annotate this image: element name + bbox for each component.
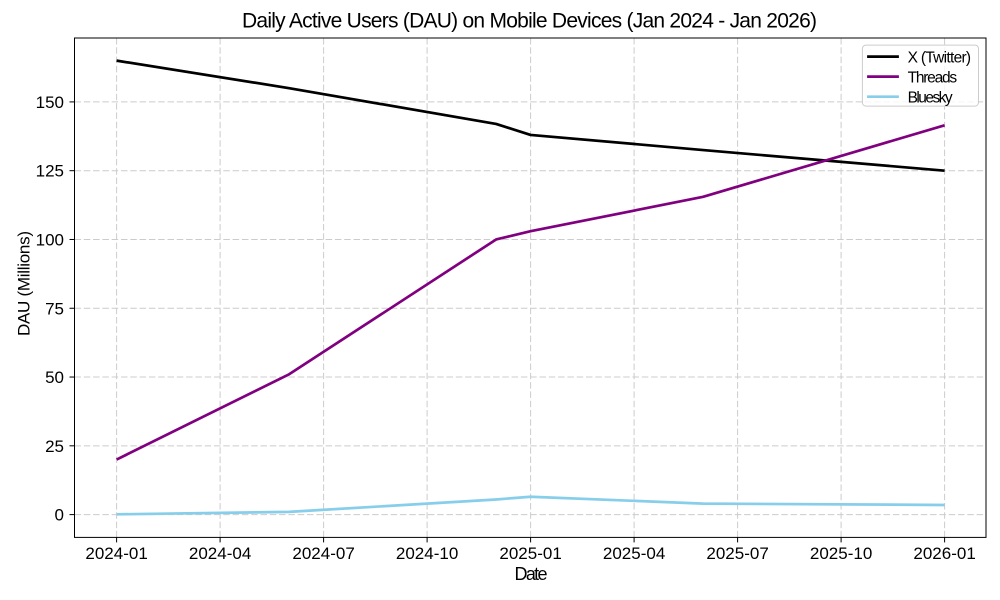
legend-frame xyxy=(861,44,980,107)
legend-label: Threads xyxy=(908,69,958,86)
legend-label: Bluesky xyxy=(908,89,953,106)
x-axis-label: Date xyxy=(515,564,548,584)
series-line-x-twitter xyxy=(116,59,945,173)
x-tick-label: 2025-10 xyxy=(810,544,872,563)
chart-title: Daily Active Users (DAU) on Mobile Devic… xyxy=(242,10,817,33)
legend-label: X (Twitter) xyxy=(908,49,972,66)
grid-lines xyxy=(74,38,986,538)
legend-entry: Bluesky xyxy=(867,89,953,106)
series-line-bluesky xyxy=(116,495,945,516)
axes xyxy=(69,37,987,543)
x-tick-label: 2024-04 xyxy=(189,544,251,563)
y-tick-label: 25 xyxy=(45,437,64,456)
legend-entry: X (Twitter) xyxy=(867,49,971,66)
tick-labels: 2024-01 2024-04 2024-07 2024-10 2025-01 2025-… xyxy=(36,93,976,563)
legend-entry: Threads xyxy=(867,69,957,86)
x-tick-label: 2024-07 xyxy=(292,544,354,563)
y-tick-label: 75 xyxy=(45,299,64,318)
series-line-threads xyxy=(116,123,945,461)
y-tick-label: 150 xyxy=(36,93,64,112)
x-tick-label: 2024-01 xyxy=(85,544,147,563)
y-tick-label: 125 xyxy=(36,162,64,181)
x-tick-label: 2025-01 xyxy=(499,544,561,563)
y-axis-label: DAU (Millions) xyxy=(15,231,34,336)
y-tick-label: 100 xyxy=(36,230,64,249)
series-lines xyxy=(116,59,945,516)
x-tick-label: 2026-01 xyxy=(913,544,975,563)
x-tick-label: 2024-10 xyxy=(396,544,458,563)
x-tick-label: 2025-04 xyxy=(603,544,665,563)
x-tick-label: 2025-07 xyxy=(706,544,768,563)
y-tick-label: 0 xyxy=(55,506,64,525)
legend: X (Twitter) Threads Bluesky xyxy=(861,44,980,107)
y-tick-label: 50 xyxy=(45,368,64,387)
